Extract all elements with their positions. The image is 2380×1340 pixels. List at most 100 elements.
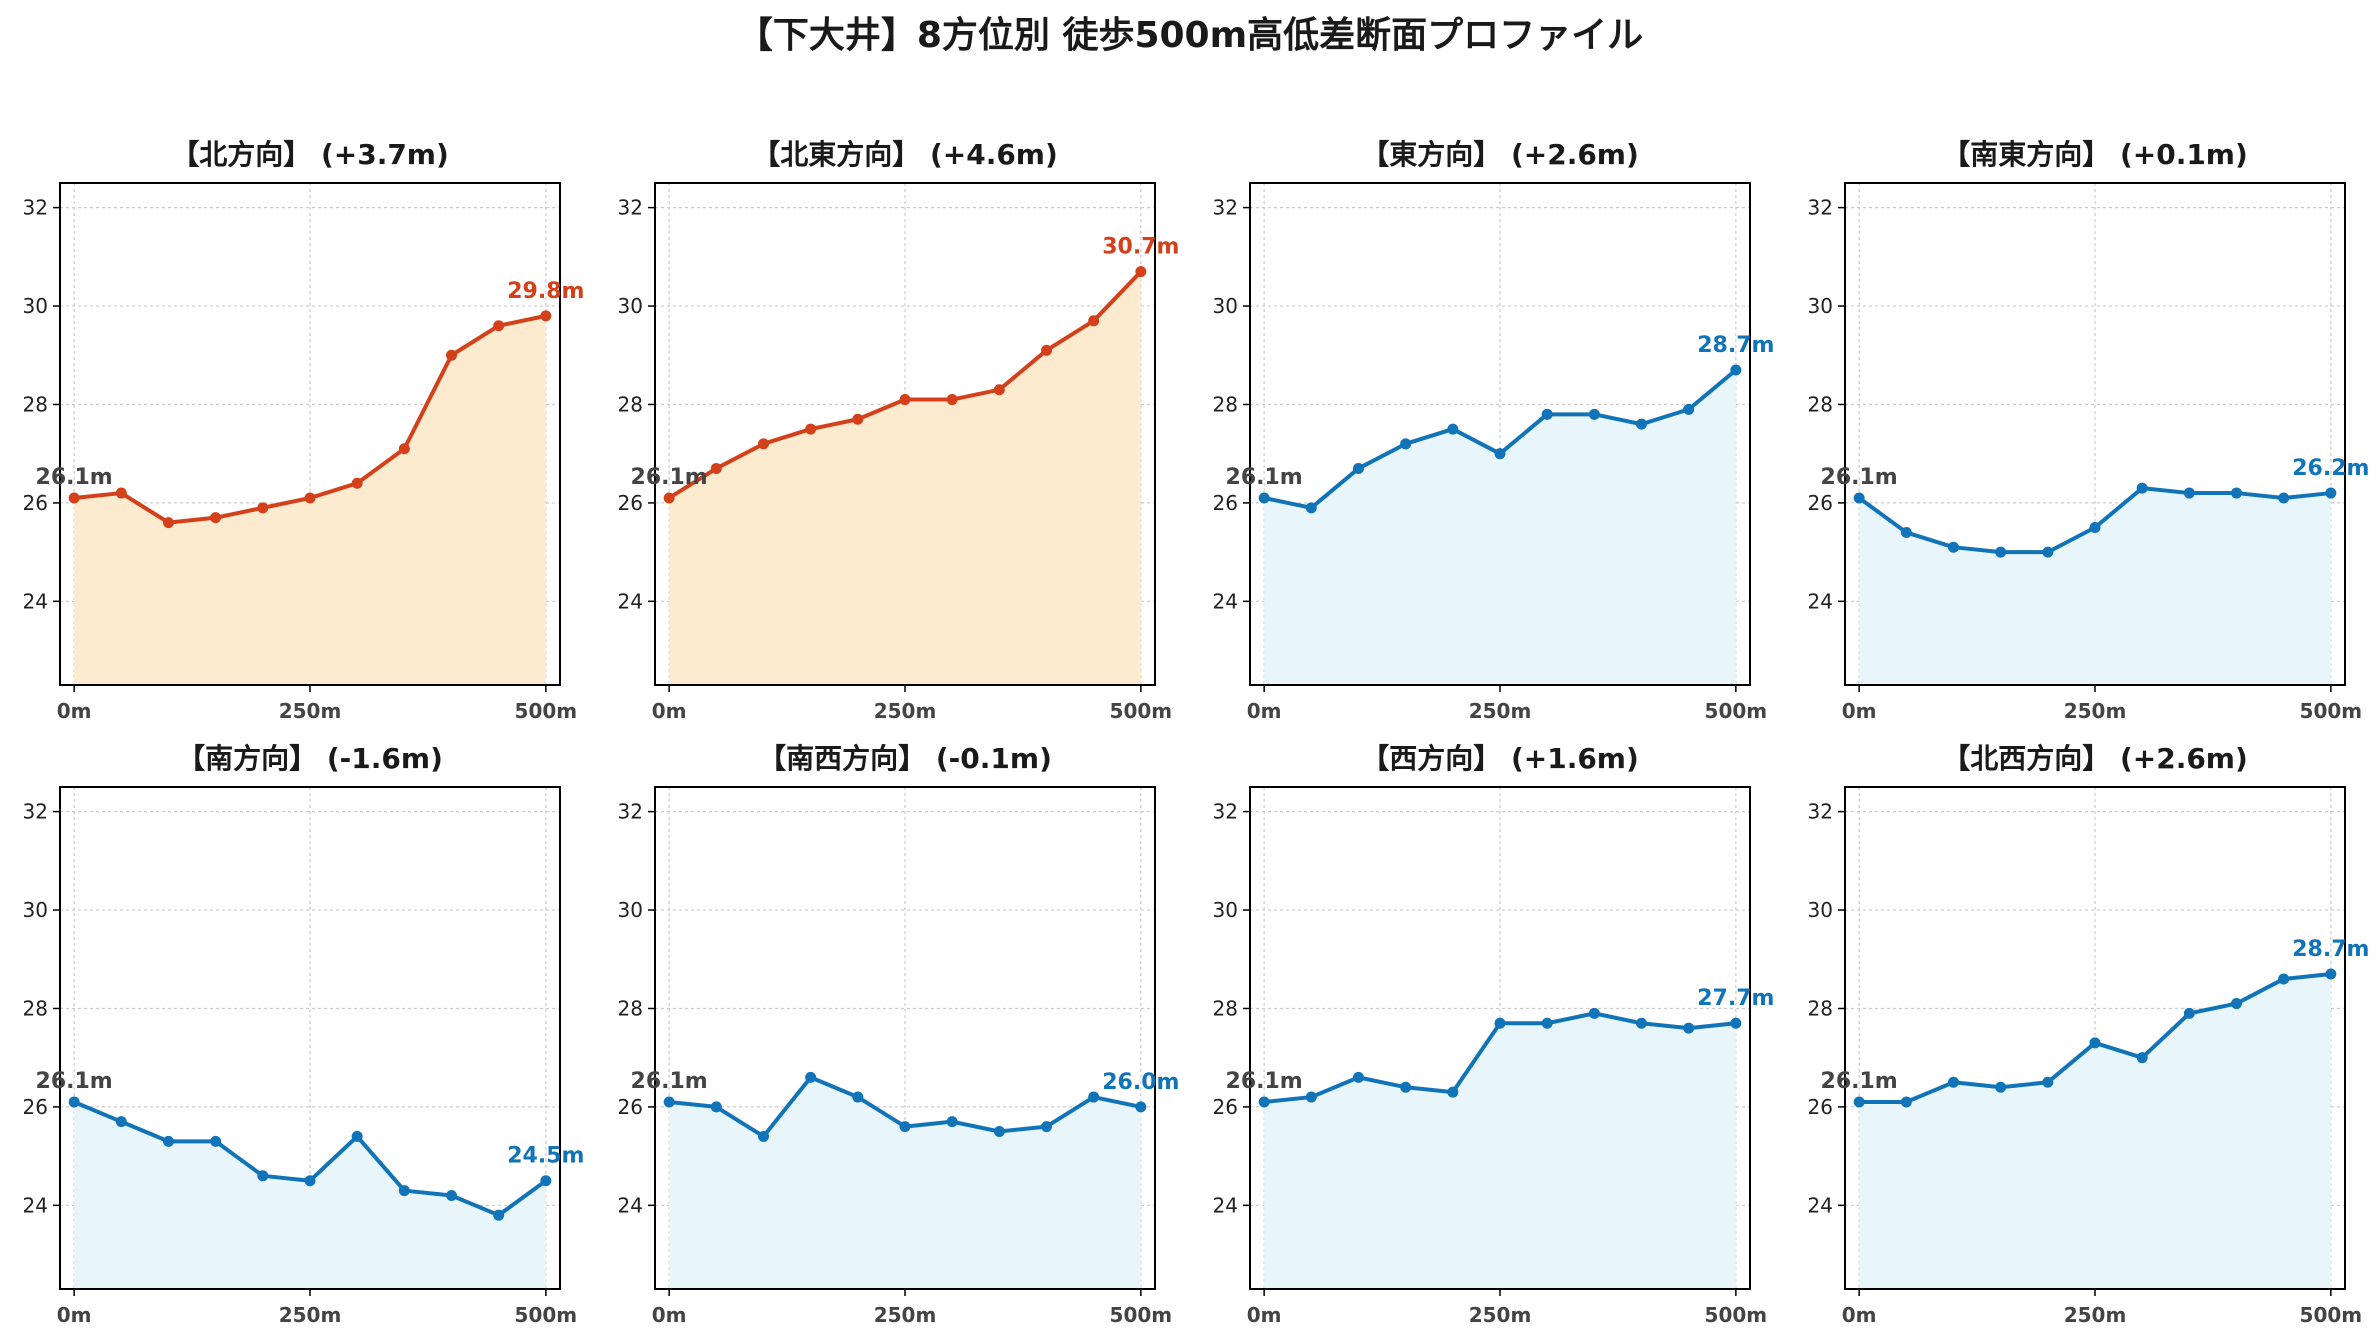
data-point — [1995, 1081, 2007, 1093]
data-point — [1088, 1091, 1100, 1103]
y-tick-label: 32 — [23, 196, 48, 220]
end-value-label: 27.7m — [1697, 986, 1774, 1011]
subplot-title: 【北方向】 (+3.7m) — [171, 138, 449, 171]
data-point — [446, 1189, 458, 1201]
main-title: 【下大井】8方位別 徒歩500m高低差断面プロファイル — [736, 15, 1644, 56]
area-fill — [1859, 488, 2331, 685]
data-point — [2278, 973, 2290, 985]
y-tick-label: 26 — [618, 491, 643, 515]
data-point — [1541, 1017, 1553, 1029]
end-value-label: 26.2m — [2292, 456, 2369, 481]
data-point — [805, 1071, 817, 1083]
data-point — [2325, 487, 2337, 499]
data-point — [1135, 1101, 1147, 1113]
subplot-4: 24 26 28 30 32 0m 250m 500m 【南方向】 (-1.6m) 26.1m 24… — [23, 742, 585, 1327]
data-point — [663, 492, 675, 504]
data-point — [540, 1175, 552, 1187]
subplot-title: 【北東方向】 (+4.6m) — [752, 138, 1058, 171]
data-point — [757, 438, 769, 450]
data-point — [115, 1116, 127, 1128]
y-tick-label: 28 — [1808, 392, 1833, 416]
data-point — [1588, 1007, 1600, 1019]
area-fill — [669, 271, 1141, 685]
data-point — [852, 1091, 864, 1103]
data-point — [398, 1185, 410, 1197]
data-point — [1853, 492, 1865, 504]
data-point — [162, 1135, 174, 1147]
y-tick-label: 30 — [618, 898, 643, 922]
y-tick-label: 28 — [23, 996, 48, 1020]
subplot-title: 【西方向】 (+1.6m) — [1361, 742, 1639, 775]
data-point — [1494, 1017, 1506, 1029]
data-point — [1636, 418, 1648, 430]
x-tick-label: 500m — [1110, 1303, 1173, 1327]
data-point — [1447, 423, 1459, 435]
y-tick-label: 30 — [618, 294, 643, 318]
x-tick-label: 500m — [2300, 699, 2363, 723]
x-tick-label: 0m — [1247, 699, 1282, 723]
data-point — [1900, 1096, 1912, 1108]
start-value-label: 26.1m — [36, 465, 113, 490]
y-tick-label: 24 — [1808, 589, 1833, 613]
x-tick-label: 0m — [1842, 699, 1877, 723]
data-point — [1400, 1081, 1412, 1093]
data-point — [1305, 502, 1317, 514]
subplot-7: 24 26 28 30 32 0m 250m 500m 【北西方向】 (+2.6m) 26.1m 2… — [1808, 742, 2370, 1327]
data-point — [1352, 462, 1364, 474]
x-tick-label: 500m — [1705, 1303, 1768, 1327]
x-tick-label: 250m — [1469, 699, 1532, 723]
data-point — [68, 492, 80, 504]
data-point — [1352, 1071, 1364, 1083]
end-value-label: 24.5m — [507, 1144, 584, 1169]
y-tick-label: 26 — [1213, 491, 1238, 515]
start-value-label: 26.1m — [631, 1069, 708, 1094]
data-point — [210, 512, 222, 524]
end-value-label: 26.0m — [1102, 1070, 1179, 1095]
x-tick-label: 0m — [1247, 1303, 1282, 1327]
subplot-title: 【南方向】 (-1.6m) — [177, 742, 443, 775]
x-tick-label: 0m — [57, 699, 92, 723]
subplot-title: 【東方向】 (+2.6m) — [1361, 138, 1639, 171]
y-tick-label: 24 — [1213, 1193, 1238, 1217]
x-tick-label: 0m — [652, 1303, 687, 1327]
x-tick-label: 250m — [279, 699, 342, 723]
data-point — [1853, 1096, 1865, 1108]
start-value-label: 26.1m — [1821, 465, 1898, 490]
data-point — [1947, 541, 1959, 553]
data-point — [210, 1135, 222, 1147]
data-point — [398, 443, 410, 455]
data-point — [1041, 344, 1053, 356]
x-tick-label: 250m — [874, 1303, 937, 1327]
subplot-1: 24 26 28 30 32 0m 250m 500m 【北東方向】 (+4.6m) 26.1m 3… — [618, 138, 1180, 723]
x-tick-label: 500m — [515, 1303, 578, 1327]
subplot-3: 24 26 28 30 32 0m 250m 500m 【南東方向】 (+0.1m) 26.1m 2… — [1808, 138, 2370, 723]
data-point — [805, 423, 817, 435]
data-point — [1900, 526, 1912, 538]
start-value-label: 26.1m — [631, 465, 708, 490]
data-point — [1541, 408, 1553, 420]
y-tick-label: 32 — [1213, 800, 1238, 824]
data-point — [351, 1130, 363, 1142]
data-point — [899, 394, 911, 406]
data-point — [351, 477, 363, 489]
data-point — [663, 1096, 675, 1108]
subplot-6: 24 26 28 30 32 0m 250m 500m 【西方向】 (+1.6m) 26.1m 27… — [1213, 742, 1775, 1327]
data-point — [446, 349, 458, 361]
y-tick-label: 28 — [23, 392, 48, 416]
data-point — [162, 517, 174, 529]
data-point — [2089, 522, 2101, 534]
data-point — [1730, 364, 1742, 376]
y-tick-label: 30 — [1808, 898, 1833, 922]
y-tick-label: 28 — [1213, 996, 1238, 1020]
data-point — [493, 320, 505, 332]
data-point — [1258, 492, 1270, 504]
data-point — [1636, 1017, 1648, 1029]
subplot-5: 24 26 28 30 32 0m 250m 500m 【南西方向】 (-0.1m) 26.1m 2… — [618, 742, 1180, 1327]
data-point — [710, 462, 722, 474]
x-tick-label: 0m — [652, 699, 687, 723]
x-tick-label: 250m — [2064, 699, 2127, 723]
data-point — [2183, 1007, 2195, 1019]
x-tick-label: 0m — [57, 1303, 92, 1327]
data-point — [1995, 546, 2007, 558]
start-value-label: 26.1m — [1821, 1069, 1898, 1094]
